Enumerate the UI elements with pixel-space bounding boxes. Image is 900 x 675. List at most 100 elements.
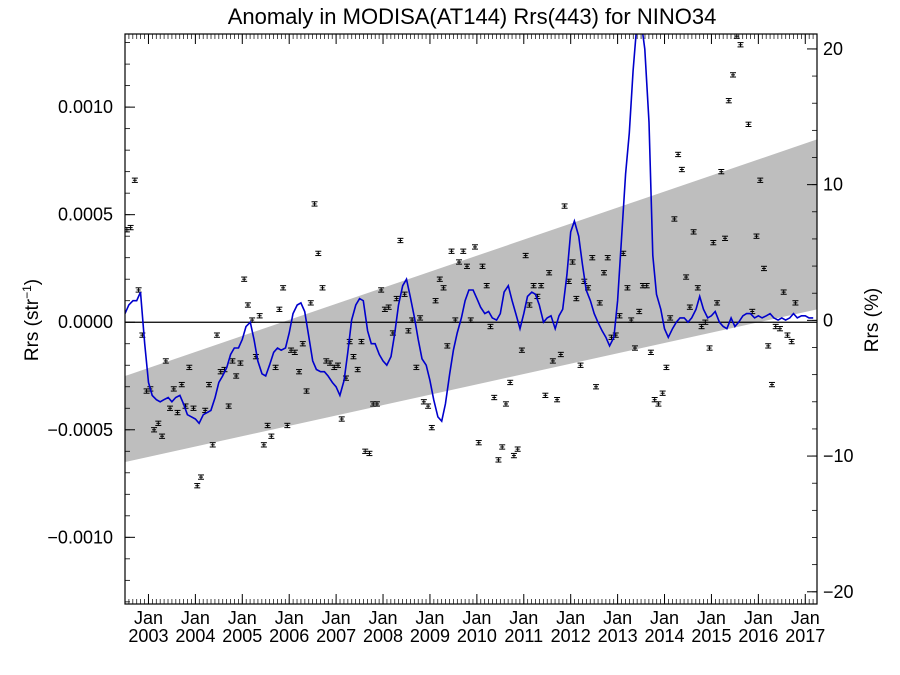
y-axis-right-title: Rrs (%) — [862, 288, 883, 352]
data-point — [776, 326, 783, 332]
data-point — [499, 444, 506, 450]
data-point — [686, 304, 693, 310]
data-point — [256, 313, 263, 319]
data-point — [616, 313, 623, 319]
x-tick-month: Jan — [228, 608, 257, 628]
data-point — [502, 401, 509, 407]
data-point — [690, 229, 697, 235]
x-tick-month: Jan — [556, 608, 585, 628]
data-point — [765, 343, 772, 349]
data-point — [354, 366, 361, 373]
data-point — [593, 384, 600, 390]
data-point — [178, 381, 185, 388]
data-point — [671, 216, 678, 222]
data-point — [299, 341, 306, 347]
smoothed-line — [125, 34, 814, 425]
data-point — [460, 248, 467, 254]
data-point — [557, 351, 564, 358]
data-point — [760, 265, 767, 272]
y-axis-left: 0.0010 0.0005 0.0000 −0.0005 −0.0010 — [47, 42, 135, 603]
x-tick-year: 2006 — [269, 626, 309, 646]
data-point — [678, 166, 685, 173]
x-tick-month: Jan — [369, 608, 398, 628]
data-point — [737, 42, 744, 48]
data-point — [514, 446, 521, 452]
x-tick-month: Jan — [462, 608, 491, 628]
x-tick-month: Jan — [509, 608, 538, 628]
data-point — [190, 405, 197, 411]
data-point — [233, 373, 240, 379]
data-point — [440, 285, 447, 291]
data-point — [538, 283, 545, 289]
data-point — [675, 151, 682, 158]
data-point — [471, 244, 478, 250]
data-point — [225, 403, 232, 409]
y-axis-left-title: Rrs (str−1) — [20, 279, 43, 361]
x-tick-month: Jan — [697, 608, 726, 628]
data-point — [628, 317, 635, 323]
data-point — [694, 285, 701, 291]
data-point — [131, 177, 138, 183]
data-point — [518, 347, 525, 353]
y-tick-label: 0.0010 — [58, 97, 113, 117]
data-point — [655, 401, 662, 407]
y-tick-label: 0.0000 — [58, 312, 113, 332]
data-point — [542, 392, 549, 399]
x-tick-year: 2014 — [645, 626, 685, 646]
data-point — [229, 358, 236, 364]
data-point — [420, 399, 427, 405]
data-point — [307, 300, 314, 306]
data-point — [710, 239, 717, 246]
data-point — [577, 362, 584, 368]
data-point — [186, 364, 193, 371]
y-right-tick-label: −10 — [823, 446, 854, 466]
data-point — [573, 295, 580, 302]
data-point — [397, 237, 404, 244]
data-point — [276, 306, 283, 312]
data-point — [487, 323, 494, 330]
data-point — [631, 345, 638, 351]
data-point — [624, 285, 631, 291]
x-tick-year: 2004 — [175, 626, 215, 646]
data-point — [358, 338, 365, 345]
data-point — [507, 379, 514, 386]
data-point — [730, 72, 737, 78]
data-point — [792, 300, 799, 306]
x-tick-month: Jan — [650, 608, 679, 628]
x-tick-year: 2007 — [316, 626, 356, 646]
data-point — [554, 397, 561, 403]
data-point — [725, 98, 732, 104]
data-point — [167, 405, 174, 411]
x-tick-year: 2009 — [410, 626, 450, 646]
data-point — [561, 203, 568, 209]
data-point — [311, 201, 318, 207]
data-point — [667, 315, 674, 321]
data-point — [378, 287, 385, 293]
data-point — [428, 424, 435, 431]
data-point — [373, 401, 380, 407]
data-point — [237, 360, 244, 366]
data-point — [546, 270, 553, 276]
data-point — [456, 259, 463, 265]
data-point — [205, 381, 212, 388]
data-point — [784, 332, 791, 338]
x-tick-month: Jan — [322, 608, 351, 628]
data-point — [483, 283, 490, 289]
data-point — [280, 285, 287, 291]
data-point — [350, 353, 357, 360]
x-tick-month: Jan — [415, 608, 444, 628]
data-point — [127, 224, 134, 231]
x-tick-month: Jan — [744, 608, 773, 628]
data-point — [530, 283, 537, 289]
data-point — [510, 452, 517, 459]
data-point — [448, 248, 455, 254]
data-point — [401, 291, 408, 297]
data-point — [296, 369, 303, 375]
x-tick-month: Jan — [275, 608, 304, 628]
x-tick-year: 2008 — [363, 626, 403, 646]
x-tick-year: 2010 — [457, 626, 497, 646]
plot-area — [125, 34, 817, 489]
data-point — [413, 364, 420, 371]
data-point — [425, 403, 432, 409]
